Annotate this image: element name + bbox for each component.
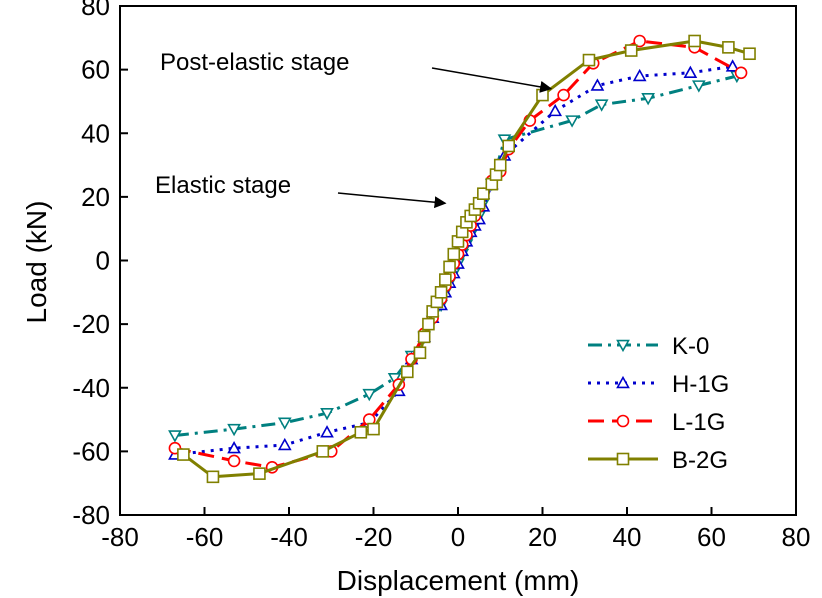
- point-H-1G-26: [725, 59, 740, 72]
- point-K-0-24: [641, 93, 655, 106]
- x-tick-label-0: -80: [101, 522, 139, 552]
- annotation-arrow-1: [337, 192, 447, 209]
- point-B-2G-9: [422, 317, 435, 331]
- x-tick-label-8: 80: [782, 522, 811, 552]
- series-layer: [168, 34, 756, 484]
- y-tick-label-2: -40: [72, 373, 110, 403]
- point-L-1G-24: [557, 88, 570, 102]
- series-B-2G: [177, 34, 756, 484]
- legend-label-K-0: K-0: [672, 333, 709, 360]
- point-K-0-25: [691, 80, 706, 93]
- annotation-layer: Post-elastic stage Elastic stage: [155, 49, 553, 209]
- point-B-2G-5: [367, 422, 380, 436]
- annotation-arrow-0: [431, 67, 553, 93]
- y-tick-label-3: -20: [72, 309, 110, 339]
- legend-marker-B-2G: [616, 452, 630, 466]
- point-B-2G-27: [536, 88, 549, 102]
- point-B-2G-25: [493, 158, 507, 172]
- point-H-1G-22: [548, 103, 563, 117]
- legend: K-0 H-1G L-1G B-2G: [588, 333, 729, 474]
- point-B-2G-4: [354, 425, 368, 439]
- point-K-0-23: [594, 99, 609, 112]
- legend-label-H-1G: H-1G: [672, 371, 729, 398]
- x-axis-title: Displacement (mm): [337, 565, 580, 596]
- point-B-2G-22: [477, 187, 490, 200]
- y-axis: -80 -60 -40 -20 0 20 40 60 80: [72, 0, 128, 530]
- point-B-2G-29: [624, 44, 638, 57]
- legend-marker-H-1G: [616, 375, 630, 389]
- x-axis: -80 -60 -40 -20 0 20 40 60 80: [101, 507, 810, 552]
- series-line-B-2G: [182, 39, 750, 479]
- y-tick-label-4: 0: [96, 246, 110, 276]
- point-H-1G-25: [683, 65, 698, 79]
- point-B-2G-7: [413, 346, 427, 360]
- point-B-2G-14: [443, 260, 456, 274]
- y-tick-label-1: -60: [72, 436, 110, 466]
- point-K-0-0: [168, 430, 182, 443]
- point-B-2G-15: [447, 247, 461, 261]
- point-H-1G-2: [277, 437, 292, 451]
- point-B-2G-6: [400, 365, 414, 379]
- x-tick-label-5: 20: [528, 522, 557, 552]
- x-tick-label-2: -40: [270, 522, 308, 552]
- y-tick-label-0: -80: [72, 500, 110, 530]
- point-L-1G-26: [633, 34, 646, 48]
- point-B-2G-1: [206, 470, 220, 484]
- y-tick-label-5: 20: [81, 182, 110, 212]
- point-B-2G-8: [417, 330, 431, 344]
- point-B-2G-13: [439, 273, 452, 286]
- annotation-text-1: Elastic stage: [155, 172, 291, 199]
- point-B-2G-3: [316, 445, 330, 458]
- y-tick-label-7: 60: [81, 55, 110, 85]
- point-H-1G-1: [227, 441, 241, 454]
- y-tick-label-6: 40: [81, 118, 110, 148]
- point-H-1G-23: [590, 78, 605, 91]
- x-tick-label-1: -60: [186, 522, 224, 552]
- point-K-0-22: [565, 115, 579, 128]
- x-tick-label-6: 40: [613, 522, 642, 552]
- annotation-text-0: Post-elastic stage: [160, 49, 349, 76]
- point-K-0-3: [320, 407, 334, 421]
- point-L-1G-28: [734, 66, 748, 80]
- point-B-2G-26: [502, 139, 516, 153]
- point-B-2G-2: [253, 467, 266, 480]
- point-K-0-4: [362, 388, 377, 402]
- x-tick-label-4: 0: [451, 522, 465, 552]
- legend-label-L-1G: L-1G: [672, 409, 725, 436]
- point-H-1G-24: [632, 68, 647, 82]
- point-B-2G-30: [688, 34, 701, 48]
- legend-label-B-2G: B-2G: [672, 447, 728, 474]
- x-tick-label-7: 60: [697, 522, 726, 552]
- point-B-2G-12: [434, 286, 448, 299]
- x-tick-label-3: -20: [355, 522, 393, 552]
- point-L-1G-1: [227, 454, 241, 468]
- point-B-2G-28: [582, 53, 596, 67]
- y-tick-label-8: 80: [81, 0, 110, 21]
- legend-marker-K-0: [616, 339, 630, 353]
- legend-marker-L-1G: [616, 414, 630, 428]
- point-H-1G-3: [320, 425, 334, 438]
- point-B-2G-32: [743, 47, 756, 61]
- y-axis-title: Load (kN): [21, 201, 52, 324]
- point-K-0-2: [277, 417, 292, 430]
- point-B-2G-0: [177, 448, 190, 461]
- point-K-0-1: [227, 423, 241, 437]
- point-B-2G-31: [722, 41, 735, 54]
